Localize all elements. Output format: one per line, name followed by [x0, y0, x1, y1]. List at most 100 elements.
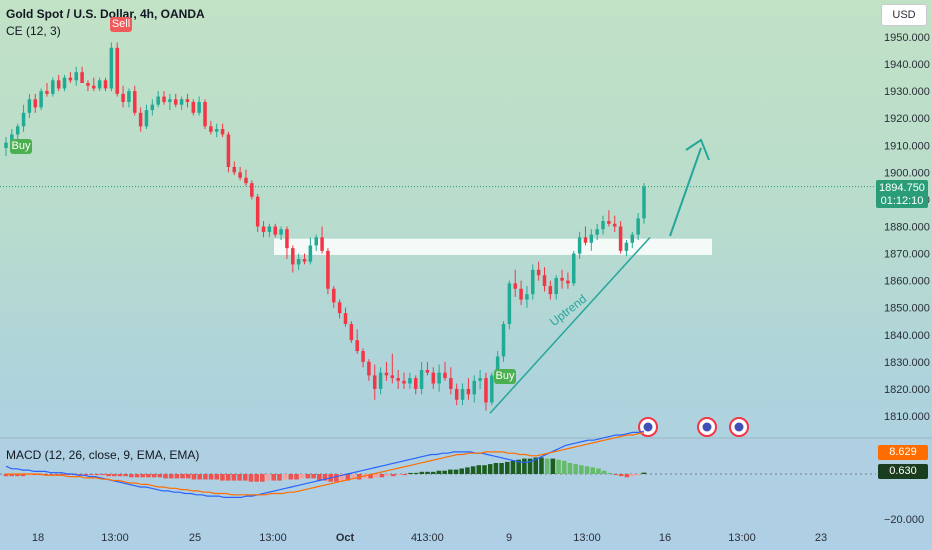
event-flag-icon: [643, 422, 653, 432]
price-tick-label: 1920.000: [884, 113, 930, 125]
macd-histogram-bar: [391, 474, 396, 477]
macd-histogram-bar: [402, 474, 408, 476]
macd-histogram-bar: [539, 457, 544, 474]
candle-body: [226, 134, 231, 167]
candle-body: [343, 313, 348, 324]
candle-body: [595, 229, 599, 235]
candle-body: [449, 378, 453, 389]
time-tick-label: 25: [189, 532, 201, 544]
macd-histogram-bar: [334, 474, 339, 482]
time-tick-label: 13:00: [573, 532, 601, 544]
macd-histogram-bar: [299, 474, 305, 479]
macd-histogram-bar: [430, 471, 436, 474]
macd-histogram-bar: [294, 474, 299, 480]
macd-histogram-bar: [465, 467, 470, 474]
macd-histogram-bar: [237, 474, 242, 481]
uptrend-line: [489, 236, 651, 414]
macd-histogram-value: 0.630: [878, 464, 928, 479]
macd-histogram-bar: [487, 464, 493, 474]
macd-histogram-bar: [220, 474, 225, 481]
candle-body: [472, 380, 477, 395]
time-tick-label: 18: [32, 532, 44, 544]
macd-histogram-bar: [288, 474, 294, 480]
macd-histogram-bar: [385, 474, 390, 477]
macd-histogram-bar: [505, 461, 510, 474]
candle-body: [232, 166, 237, 173]
macd-histogram-bar: [573, 464, 578, 474]
time-tick-label: 13:00: [728, 532, 756, 544]
candle-body: [413, 378, 418, 389]
candle-body: [197, 101, 201, 113]
candle-body: [133, 91, 137, 113]
macd-histogram-bar: [630, 474, 635, 477]
macd-histogram-bar: [345, 474, 351, 481]
current-price-tag: 1894.750 01:12:10: [876, 180, 928, 208]
price-tick-label: 1870.000: [884, 249, 930, 261]
event-flag-icon: [734, 422, 744, 432]
macd-histogram-bar: [197, 474, 202, 480]
symbol-title: Gold Spot / U.S. Dollar, 4h, OANDA: [6, 7, 205, 21]
macd-histogram-bar: [111, 474, 117, 477]
candle-body: [437, 372, 441, 384]
macd-histogram-bar: [265, 474, 271, 481]
candle-body: [56, 80, 61, 89]
macd-pane-bg: [0, 438, 932, 550]
indicator-title: CE (12, 3): [6, 24, 61, 38]
candle-body: [109, 47, 114, 89]
candle-body: [490, 375, 494, 403]
candle-body: [45, 91, 49, 94]
candle-body: [577, 237, 582, 254]
candle-body: [185, 99, 190, 102]
candle-body: [624, 242, 629, 251]
candle-body: [103, 80, 108, 89]
macd-histogram-bar: [613, 474, 618, 476]
candle-body: [39, 91, 43, 108]
price-tick-label: 1900.000: [884, 167, 930, 179]
candle-body: [601, 221, 605, 230]
countdown-timer: 01:12:10: [880, 195, 924, 207]
candle-body: [372, 375, 377, 389]
time-tick-label: 9: [506, 532, 512, 544]
buy-signal-badge: Buy: [10, 139, 32, 154]
macd-histogram-bar: [339, 474, 345, 481]
time-tick-label: 23: [815, 532, 827, 544]
candle-body: [86, 83, 90, 86]
candle-body: [589, 234, 594, 243]
macd-histogram-bar: [242, 474, 248, 481]
candle-body: [384, 372, 389, 376]
macd-histogram-bar: [140, 474, 145, 478]
macd-histogram-bar: [282, 474, 288, 480]
macd-histogram-bar: [561, 460, 567, 474]
macd-histogram-bar: [567, 463, 573, 474]
macd-histogram-bar: [254, 474, 259, 482]
price-tick-label: 1840.000: [884, 330, 930, 342]
candle-body: [361, 351, 365, 362]
candle-body: [396, 378, 400, 381]
candle-body: [513, 283, 517, 289]
macd-histogram-bar: [413, 472, 419, 474]
macd-histogram-bar: [214, 474, 220, 480]
candle-body: [173, 99, 178, 105]
macd-histogram-bar: [533, 457, 539, 474]
macd-histogram-bar: [174, 474, 180, 479]
candle-body: [121, 93, 125, 102]
macd-histogram-bar: [584, 466, 590, 474]
price-tick-label: 1820.000: [884, 384, 930, 396]
macd-histogram-bar: [15, 474, 20, 477]
candle-body: [454, 388, 459, 400]
macd-histogram-bar: [157, 474, 163, 478]
candle-body: [168, 99, 172, 102]
macd-histogram-bar: [527, 458, 533, 474]
macd-histogram-bar: [129, 474, 134, 478]
macd-histogram-bar: [590, 467, 596, 474]
macd-histogram-bar: [60, 474, 66, 476]
candle-body: [332, 288, 336, 303]
currency-button[interactable]: USD: [881, 4, 927, 26]
candle-body: [144, 110, 149, 127]
macd-histogram-bar: [322, 474, 328, 481]
candle-body: [408, 378, 412, 384]
macd-histogram-bar: [168, 474, 174, 479]
candle-body: [402, 380, 406, 384]
macd-histogram-bar: [3, 474, 9, 477]
